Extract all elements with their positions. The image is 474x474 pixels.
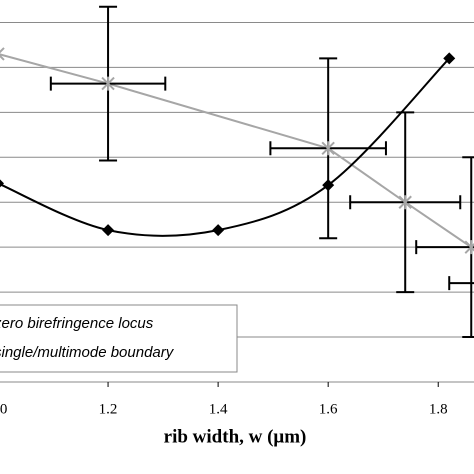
plot-area — [0, 5, 474, 339]
x-tick-label: 1.2 — [99, 401, 118, 417]
x-tick-label: 1.0 — [0, 401, 7, 417]
legend-box — [0, 304, 238, 373]
series-line — [0, 57, 450, 237]
x-axis-label: rib width, w (μm) — [164, 426, 307, 447]
point-marker — [398, 195, 412, 210]
legend-label: single/multimode boundary — [0, 344, 175, 361]
point-marker — [443, 52, 456, 65]
x-error-bar — [448, 276, 474, 291]
series-line — [0, 53, 474, 252]
point-marker — [0, 47, 5, 61]
point-marker — [212, 224, 225, 237]
point-marker — [464, 240, 474, 255]
point-marker — [101, 76, 115, 91]
point-marker — [102, 224, 115, 237]
legend: zero birefringence locus single/multimod… — [0, 304, 238, 373]
x-tick-label: 1.4 — [209, 401, 228, 417]
x-tick-label: 1.8 — [429, 401, 448, 417]
point-marker — [0, 179, 4, 188]
legend-label: zero birefringence locus — [0, 315, 154, 332]
point-marker — [321, 141, 335, 156]
point-marker — [322, 179, 335, 192]
x-tick-label: 1.6 — [319, 401, 338, 417]
